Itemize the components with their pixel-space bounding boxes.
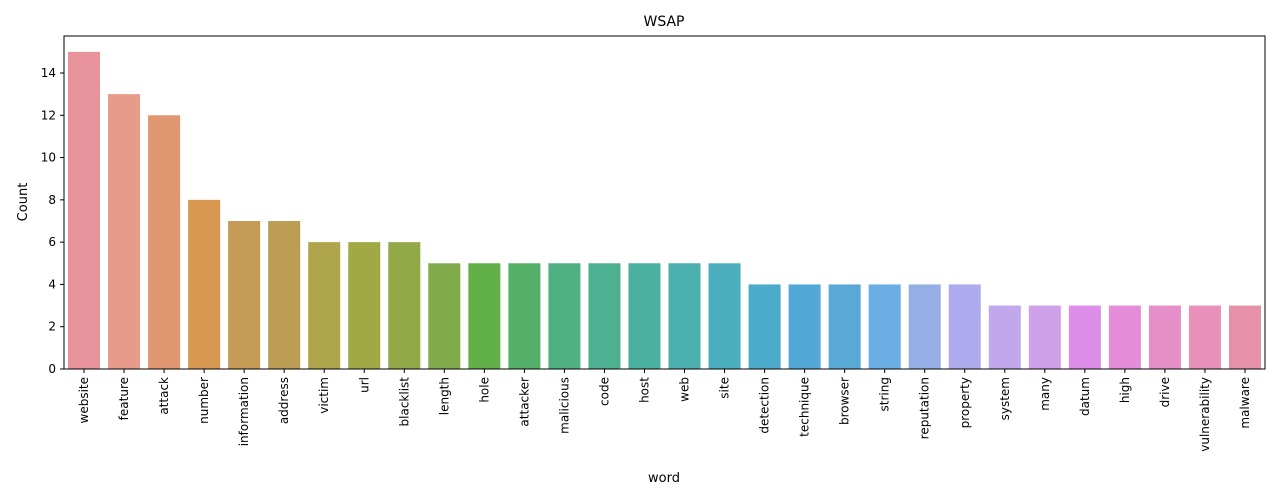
- bars-group: [68, 51, 1261, 370]
- bar-drive: [1148, 305, 1181, 369]
- x-tick-label: site: [718, 377, 732, 399]
- bar-victim: [308, 242, 341, 369]
- x-tick-label: many: [1038, 377, 1052, 411]
- x-tick-label: vulnerability: [1198, 377, 1212, 452]
- bar-malicious: [548, 263, 581, 369]
- bar-high: [1108, 305, 1141, 369]
- bar-length: [428, 263, 461, 369]
- y-tick-label: 6: [48, 235, 56, 249]
- bar-url: [348, 242, 381, 369]
- y-tick-label: 14: [41, 66, 56, 80]
- bar-browser: [828, 284, 861, 369]
- x-tick-label: datum: [1078, 377, 1092, 416]
- x-tick-label: blacklist: [397, 377, 411, 427]
- x-tick-label: address: [277, 377, 291, 424]
- bar-site: [708, 263, 741, 369]
- bar-vulnerability: [1188, 305, 1221, 369]
- bar-technique: [788, 284, 821, 369]
- x-tick-label: web: [678, 377, 692, 402]
- x-tick-label: detection: [758, 377, 772, 434]
- bar-code: [588, 263, 621, 369]
- y-tick-label: 8: [48, 193, 56, 207]
- x-tick-label: feature: [117, 377, 131, 420]
- bar-number: [188, 199, 221, 369]
- bar-information: [228, 221, 261, 369]
- bar-string: [868, 284, 901, 369]
- bar-system: [988, 305, 1021, 369]
- bar-website: [68, 51, 101, 370]
- x-tick-label: website: [77, 377, 91, 424]
- bar-blacklist: [388, 242, 421, 369]
- x-axis-label: word: [648, 471, 680, 486]
- bar-attacker: [508, 263, 541, 369]
- y-axis: 0 2 4 6 8 10 12 14: [41, 66, 64, 376]
- bar-address: [268, 221, 301, 369]
- x-tick-label: length: [437, 377, 451, 415]
- bar-web: [668, 263, 701, 369]
- x-tick-label: number: [197, 377, 211, 424]
- x-tick-label: url: [357, 377, 371, 393]
- x-tick-label: hole: [477, 377, 491, 403]
- x-axis: website feature attack number information add…: [77, 369, 1252, 452]
- y-tick-label: 10: [41, 151, 56, 165]
- bar-malware: [1228, 305, 1261, 369]
- bar-hole: [468, 263, 501, 369]
- bar-many: [1028, 305, 1061, 369]
- y-tick-label: 0: [48, 362, 56, 376]
- x-tick-label: drive: [1158, 377, 1172, 407]
- y-tick-label: 12: [41, 108, 56, 122]
- x-tick-label: victim: [317, 377, 331, 414]
- bar-detection: [748, 284, 781, 369]
- x-tick-label: reputation: [918, 377, 932, 439]
- chart-title: WSAP: [643, 14, 684, 30]
- x-tick-label: attacker: [517, 377, 531, 427]
- x-tick-label: technique: [798, 377, 812, 437]
- x-tick-label: information: [237, 377, 251, 446]
- x-tick-label: attack: [157, 377, 171, 415]
- x-tick-label: property: [958, 377, 972, 428]
- bar-feature: [108, 94, 141, 369]
- x-tick-label: host: [637, 377, 651, 403]
- x-tick-label: malware: [1238, 377, 1252, 429]
- x-tick-label: code: [597, 377, 611, 406]
- y-axis-label: Count: [16, 183, 31, 222]
- plot-frame: [63, 35, 1266, 370]
- x-tick-label: system: [998, 377, 1012, 420]
- bar-host: [628, 263, 661, 369]
- bar-property: [948, 284, 981, 369]
- y-tick-label: 4: [48, 277, 56, 291]
- x-tick-label: string: [878, 377, 892, 411]
- bar-attack: [148, 115, 181, 369]
- y-tick-label: 2: [48, 320, 56, 334]
- x-tick-label: browser: [838, 377, 852, 425]
- x-tick-label: high: [1118, 377, 1132, 403]
- bar-datum: [1068, 305, 1101, 369]
- x-tick-label: malicious: [557, 377, 571, 434]
- bar-reputation: [908, 284, 941, 369]
